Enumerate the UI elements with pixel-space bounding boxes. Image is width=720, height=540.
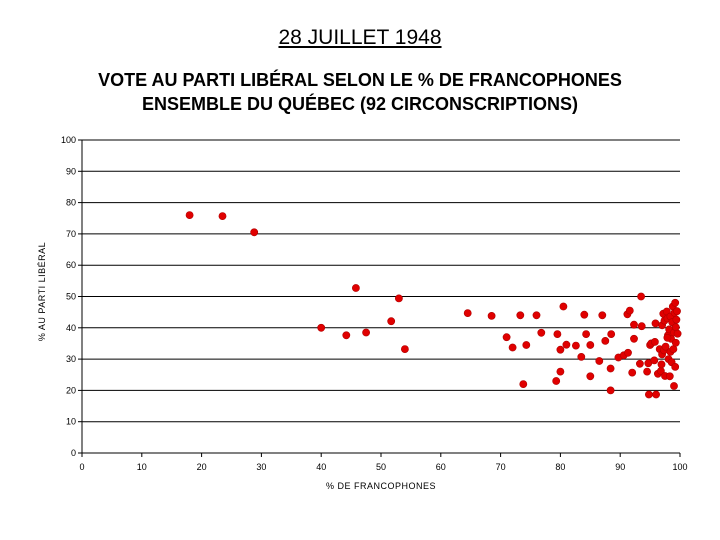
data-point [556, 345, 565, 354]
data-point [185, 211, 194, 219]
y-tick-label: 60 [66, 260, 76, 270]
data-point [522, 341, 531, 349]
y-tick-label: 50 [66, 292, 76, 302]
data-point [652, 390, 660, 399]
data-point [651, 319, 660, 328]
data-point [351, 284, 360, 292]
data-point [672, 315, 681, 324]
data-point [400, 345, 409, 353]
y-tick-label: 30 [66, 354, 76, 364]
x-axis-label: % DE FRANCOPHONES [326, 481, 436, 491]
data-point [673, 307, 681, 316]
data-point [553, 330, 562, 338]
x-tick-labels: 0 10 20 30 40 50 60 70 80 90 100 [79, 462, 687, 472]
x-tick-label: 60 [436, 462, 446, 472]
data-point [572, 341, 580, 350]
data-point [586, 372, 595, 381]
y-tick-label: 70 [66, 229, 76, 239]
y-tick-label: 90 [66, 166, 76, 176]
chart-title: VOTE AU PARTI LIBÉRAL SELON LE % DE FRAN… [98, 70, 622, 90]
data-point [394, 294, 403, 303]
data-point [637, 292, 645, 301]
data-point [670, 382, 678, 390]
x-tick-label: 20 [197, 462, 207, 472]
chart-subtitle: ENSEMBLE DU QUÉBEC (92 CIRCONSCRIPTIONS) [141, 94, 579, 114]
data-point [556, 367, 565, 376]
data-point [552, 377, 561, 385]
data-point [342, 331, 351, 340]
x-tick-label: 40 [316, 462, 326, 472]
data-point [595, 357, 604, 365]
data-point [630, 334, 638, 343]
data-point [673, 329, 682, 338]
data-point [317, 323, 326, 332]
data-point [577, 352, 586, 361]
data-point [387, 317, 396, 326]
data-point [671, 338, 680, 347]
x-tick-label: 10 [137, 462, 147, 472]
y-tick-label: 20 [66, 385, 76, 395]
data-point [598, 311, 607, 320]
data-point [661, 342, 670, 351]
data-point [630, 320, 638, 329]
y-tick-label: 10 [66, 417, 76, 427]
data-point [519, 380, 528, 388]
data-point [665, 372, 674, 381]
x-tick-label: 30 [256, 462, 266, 472]
data-point [671, 323, 680, 332]
data-point [645, 390, 653, 399]
y-tick-labels: 0 10 20 30 40 50 60 70 80 90 100 [61, 135, 76, 458]
x-tick-label: 50 [376, 462, 386, 472]
data-point [624, 348, 632, 357]
data-point [532, 311, 541, 320]
data-point [643, 367, 651, 376]
data-point [671, 362, 680, 371]
y-tick-label: 100 [61, 135, 76, 145]
data-point [463, 309, 472, 317]
y-tick-label: 0 [71, 448, 76, 458]
data-point [250, 228, 259, 237]
data-point [362, 328, 370, 337]
data-point [663, 333, 672, 342]
x-tick-label: 100 [672, 462, 687, 472]
y-tick-label: 40 [66, 323, 76, 333]
data-point [650, 356, 659, 365]
data-points [185, 211, 682, 399]
data-point [637, 322, 646, 331]
data-point [559, 302, 568, 311]
data-point [671, 298, 680, 307]
y-axis-label: % AU PARTI LIBÉRAL [37, 242, 47, 341]
data-point [601, 336, 610, 345]
data-point [636, 359, 644, 368]
data-point [582, 330, 590, 338]
data-point [657, 360, 666, 369]
data-point [537, 328, 546, 337]
data-point [516, 311, 525, 320]
data-point [586, 341, 595, 349]
x-tick-label: 80 [555, 462, 565, 472]
data-point [502, 333, 511, 342]
x-tick-label: 90 [615, 462, 625, 472]
y-tick-label: 80 [66, 198, 76, 208]
data-point [606, 364, 615, 373]
page-title: 28 JUILLET 1948 [278, 26, 442, 49]
data-point [218, 212, 227, 220]
data-point [487, 311, 496, 320]
data-point [628, 368, 637, 377]
data-point [607, 330, 616, 338]
chart-title-block: VOTE AU PARTI LIBÉRAL SELON LE % DE FRAN… [0, 68, 720, 116]
data-point [562, 340, 571, 349]
data-point [651, 337, 659, 346]
data-point [508, 343, 517, 352]
data-point [580, 310, 589, 319]
x-tick-label: 0 [79, 462, 84, 472]
data-point [606, 386, 615, 395]
data-point [625, 306, 634, 315]
x-tick-label: 70 [496, 462, 506, 472]
axes [78, 139, 681, 457]
grid-lines [82, 139, 680, 423]
